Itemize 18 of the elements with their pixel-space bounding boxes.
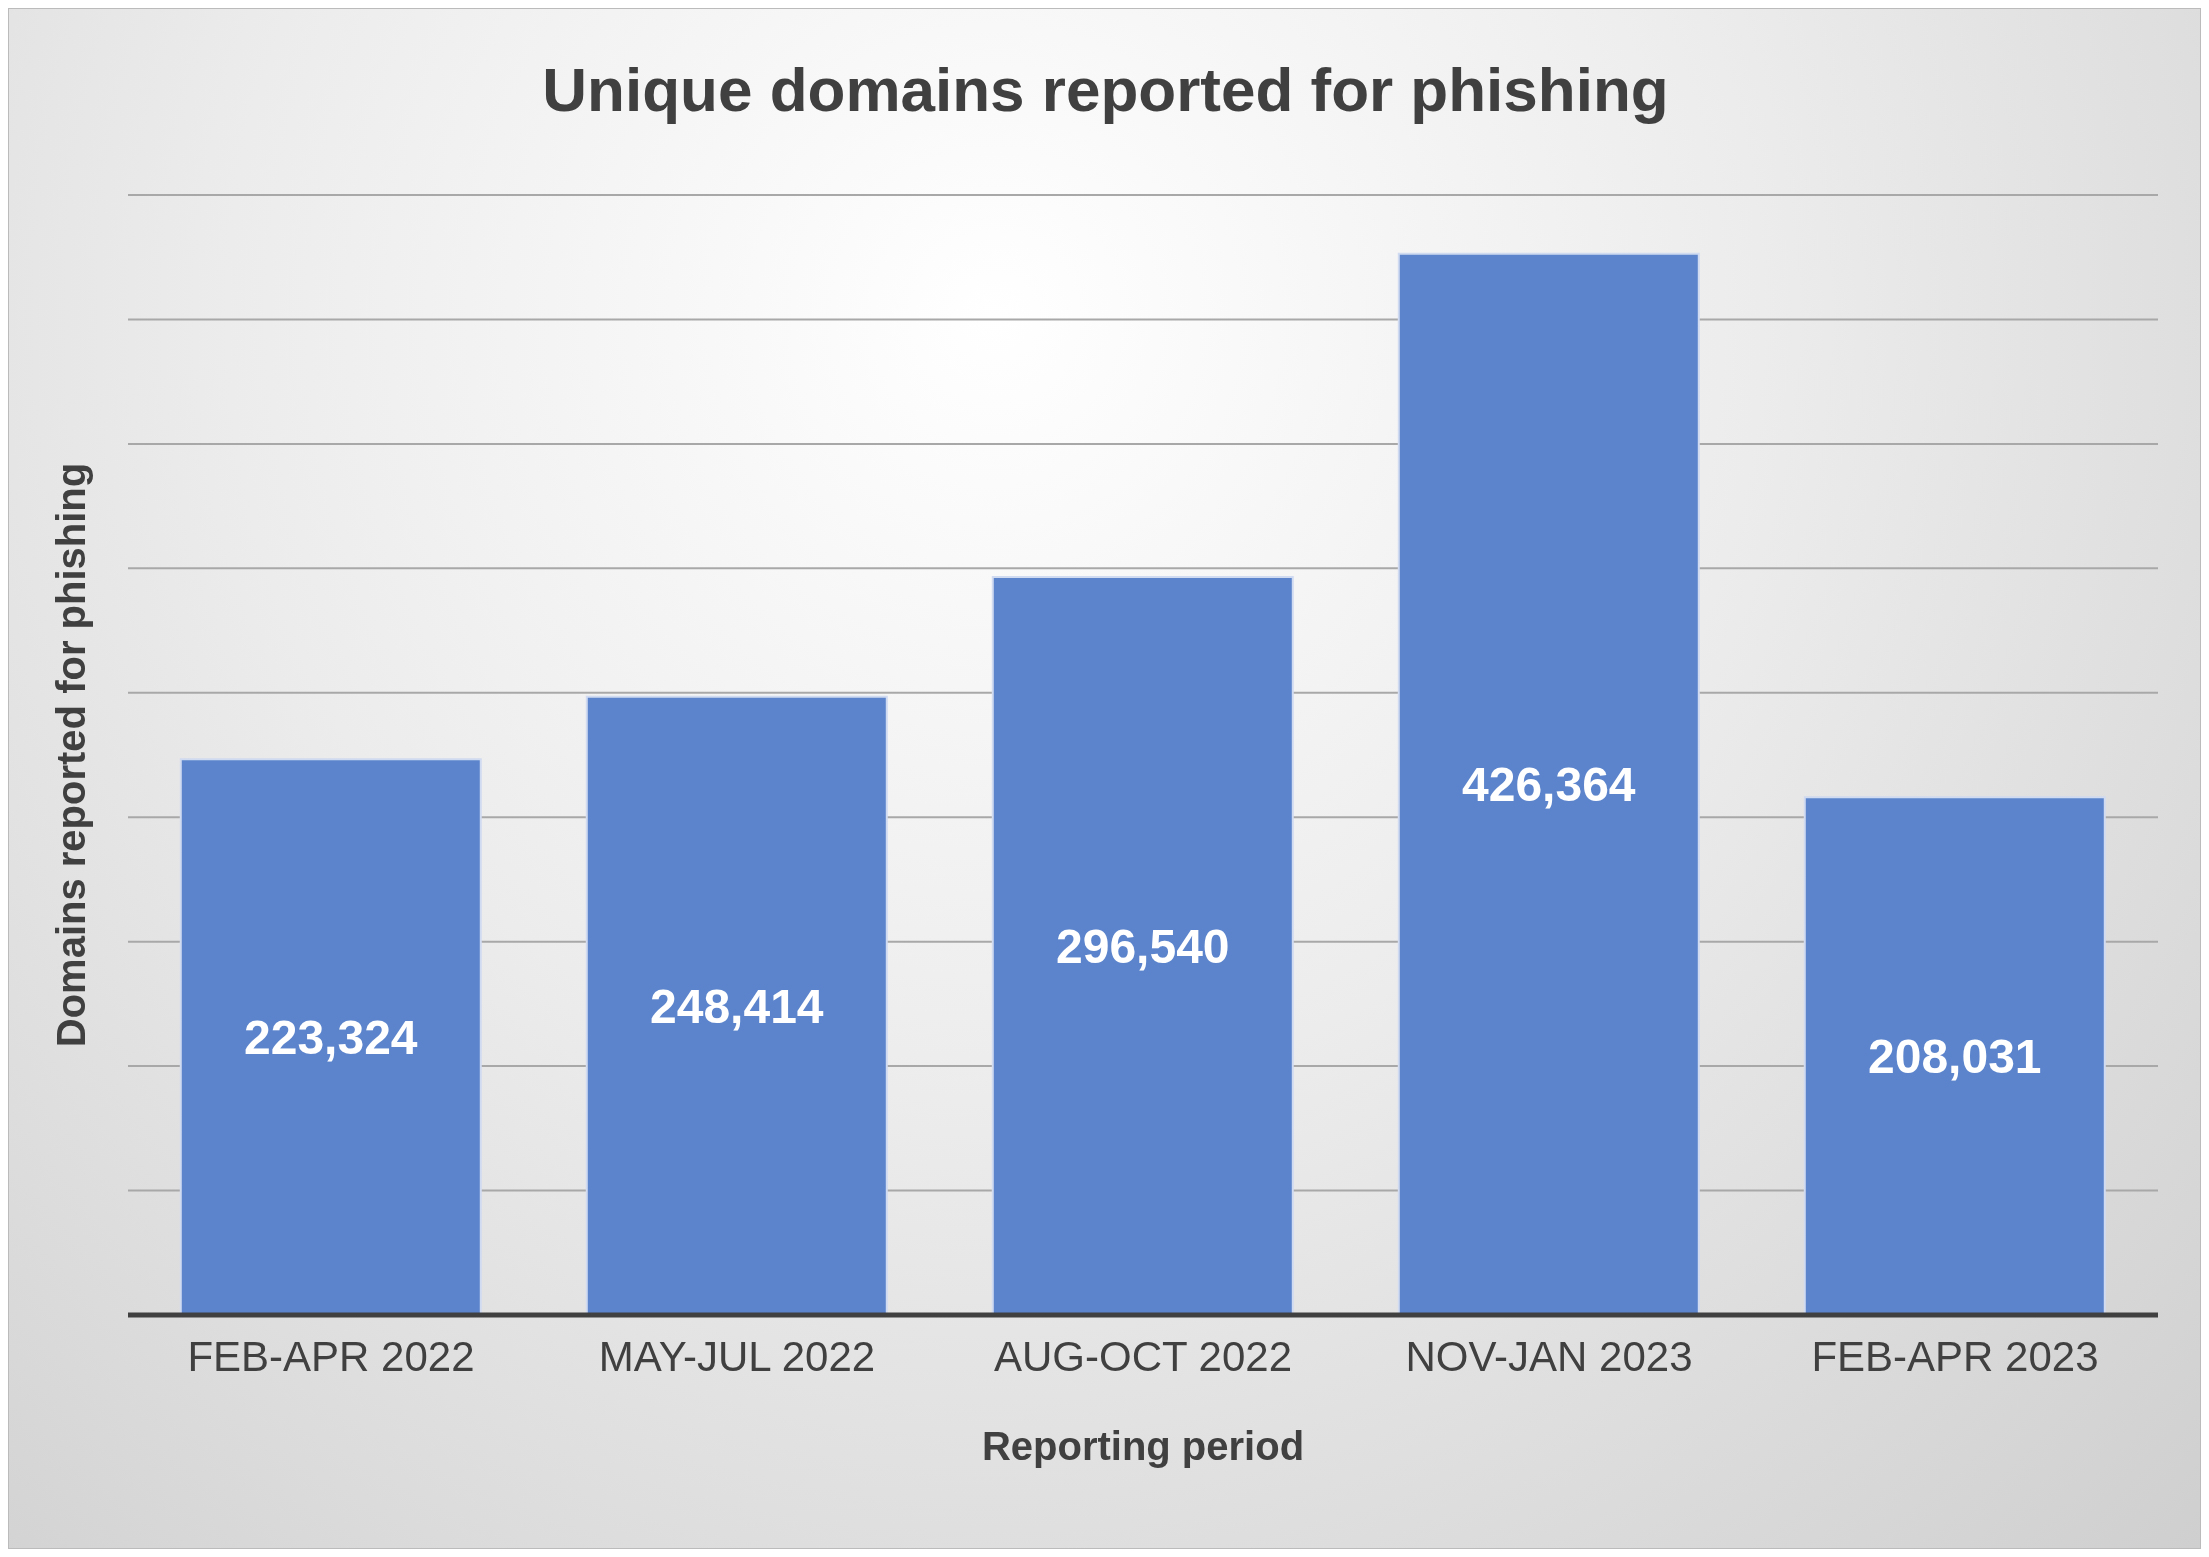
bar: [991, 575, 1294, 1315]
x-tick-label: NOV-JAN 2023: [1405, 1332, 1693, 1380]
data-label: 248,414: [650, 979, 824, 1033]
x-tick-label: FEB-APR 2022: [187, 1332, 475, 1380]
chart-title: Unique domains reported for phishing: [541, 54, 1670, 125]
y-axis-title: Domains reported for phishing: [49, 462, 94, 1048]
x-tick-label: FEB-APR 2023: [1811, 1332, 2099, 1380]
data-label: 208,031: [1868, 1030, 2042, 1084]
data-label: 296,540: [1056, 920, 1230, 974]
x-tick-label: AUG-OCT 2022: [994, 1332, 1292, 1380]
data-label: 426,364: [1462, 758, 1636, 812]
x-tick-label: MAY-JUL 2022: [598, 1332, 876, 1380]
bar: [179, 758, 482, 1315]
data-label: 223,324: [244, 1011, 418, 1065]
bar: [1803, 796, 2106, 1315]
bar: [1397, 252, 1700, 1315]
x-axis-title: Reporting period: [981, 1424, 1305, 1468]
bar: [585, 695, 888, 1315]
